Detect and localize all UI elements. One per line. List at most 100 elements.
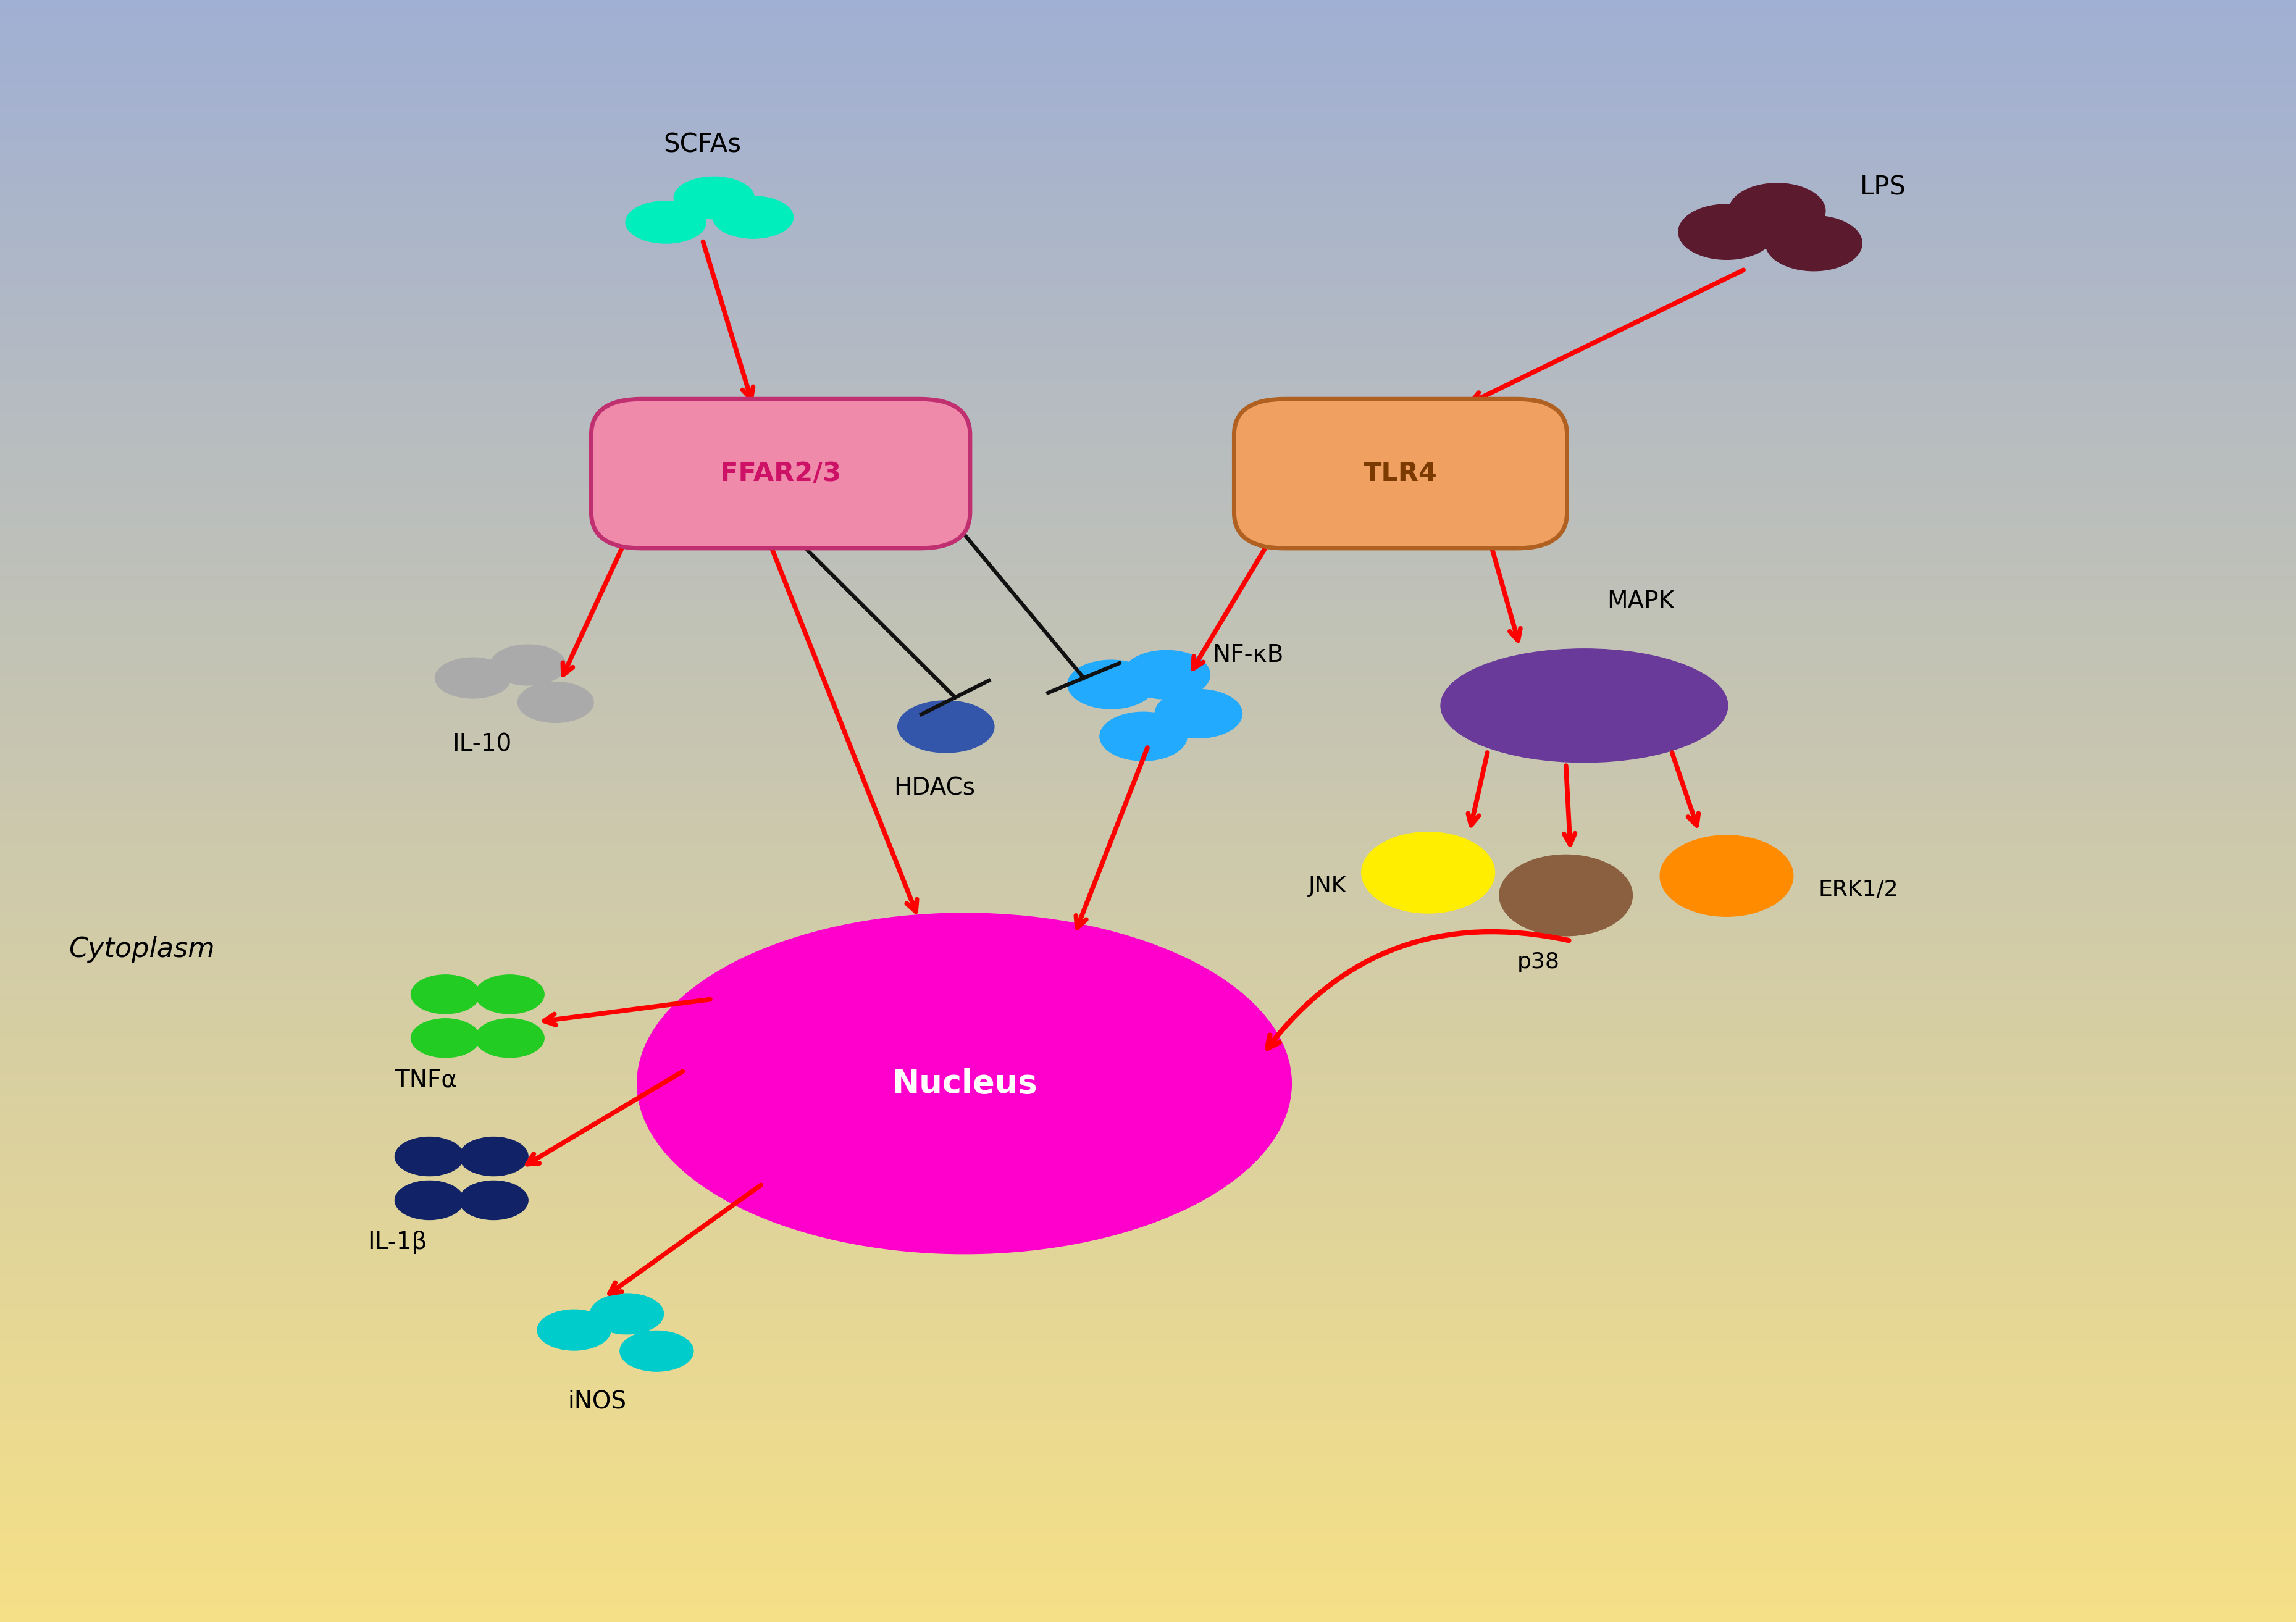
Bar	[0, 1512, 2296, 1517]
Bar	[0, 814, 2296, 819]
Bar	[0, 1246, 2296, 1249]
Bar	[0, 960, 2296, 965]
Ellipse shape	[459, 1137, 528, 1176]
Bar	[0, 1090, 2296, 1095]
Bar	[0, 717, 2296, 722]
Bar	[0, 819, 2296, 824]
Bar	[0, 1019, 2296, 1022]
Bar	[0, 1573, 2296, 1577]
Bar	[0, 279, 2296, 284]
Bar	[0, 986, 2296, 989]
Bar	[0, 957, 2296, 960]
Bar	[0, 1492, 2296, 1495]
Bar	[0, 1375, 2296, 1379]
Ellipse shape	[1100, 712, 1187, 761]
Bar	[0, 438, 2296, 441]
Ellipse shape	[1499, 855, 1632, 936]
Bar	[0, 1379, 2296, 1382]
Text: IL-10: IL-10	[452, 733, 512, 756]
Bar	[0, 195, 2296, 198]
Bar	[0, 876, 2296, 879]
Bar	[0, 1100, 2296, 1103]
Bar	[0, 276, 2296, 279]
Bar	[0, 251, 2296, 255]
Bar	[0, 1500, 2296, 1505]
Bar	[0, 1071, 2296, 1074]
Bar	[0, 143, 2296, 146]
Bar	[0, 1132, 2296, 1135]
Bar	[0, 824, 2296, 827]
Bar	[0, 454, 2296, 457]
Bar	[0, 779, 2296, 783]
Bar	[0, 41, 2296, 45]
Bar	[0, 1038, 2296, 1041]
Text: IL-1β: IL-1β	[367, 1231, 427, 1254]
Bar	[0, 1586, 2296, 1590]
Bar	[0, 1160, 2296, 1165]
Bar	[0, 710, 2296, 714]
Bar	[0, 1298, 2296, 1301]
Bar	[0, 1330, 2296, 1333]
Bar	[0, 1148, 2296, 1152]
Bar	[0, 222, 2296, 227]
Bar	[0, 1565, 2296, 1570]
Bar	[0, 560, 2296, 563]
Bar	[0, 1103, 2296, 1108]
Bar	[0, 840, 2296, 843]
Bar	[0, 535, 2296, 539]
Bar	[0, 389, 2296, 394]
Bar	[0, 170, 2296, 174]
Bar	[0, 130, 2296, 133]
Bar	[0, 873, 2296, 876]
Bar	[0, 495, 2296, 500]
Bar	[0, 1265, 2296, 1268]
Bar	[0, 847, 2296, 852]
Ellipse shape	[475, 1019, 544, 1058]
Bar	[0, 101, 2296, 105]
Ellipse shape	[1678, 204, 1775, 260]
Bar	[0, 1067, 2296, 1071]
Bar	[0, 920, 2296, 925]
Bar	[0, 1603, 2296, 1606]
Ellipse shape	[898, 701, 994, 753]
Bar	[0, 547, 2296, 551]
Bar	[0, 1289, 2296, 1294]
Bar	[0, 600, 2296, 603]
Bar	[0, 1508, 2296, 1512]
Bar	[0, 110, 2296, 114]
Bar	[0, 1411, 2296, 1414]
Bar	[0, 76, 2296, 81]
Bar	[0, 316, 2296, 320]
Bar	[0, 211, 2296, 214]
Bar	[0, 884, 2296, 889]
Bar	[0, 1517, 2296, 1521]
Bar	[0, 783, 2296, 787]
Bar	[0, 754, 2296, 757]
Text: LPS: LPS	[1860, 174, 1906, 200]
Ellipse shape	[1660, 835, 1793, 916]
Bar	[0, 856, 2296, 860]
Bar	[0, 968, 2296, 973]
Bar	[0, 516, 2296, 519]
Bar	[0, 1468, 2296, 1473]
Bar	[0, 478, 2296, 483]
Bar	[0, 636, 2296, 641]
Bar	[0, 795, 2296, 798]
Bar	[0, 49, 2296, 52]
Bar	[0, 127, 2296, 130]
Ellipse shape	[1068, 660, 1155, 709]
Bar	[0, 1006, 2296, 1009]
Bar	[0, 264, 2296, 268]
Bar	[0, 1035, 2296, 1038]
Bar	[0, 406, 2296, 410]
Bar	[0, 167, 2296, 170]
Bar	[0, 1460, 2296, 1463]
Bar	[0, 352, 2296, 357]
Bar	[0, 45, 2296, 49]
Bar	[0, 36, 2296, 41]
Bar	[0, 1479, 2296, 1484]
Bar	[0, 271, 2296, 276]
Bar	[0, 1619, 2296, 1622]
Bar	[0, 551, 2296, 555]
Bar	[0, 762, 2296, 766]
